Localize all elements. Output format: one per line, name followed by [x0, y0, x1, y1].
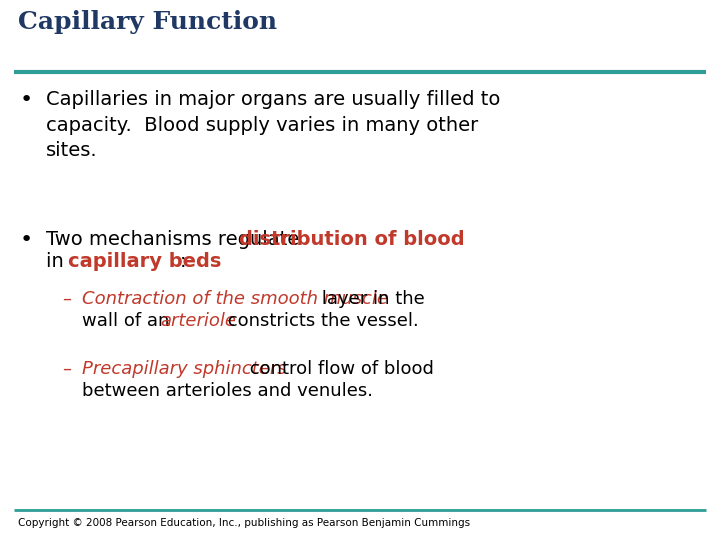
Text: •: • — [20, 230, 33, 250]
Text: Two mechanisms regulate: Two mechanisms regulate — [46, 230, 305, 249]
Text: Copyright © 2008 Pearson Education, Inc., publishing as Pearson Benjamin Cumming: Copyright © 2008 Pearson Education, Inc.… — [18, 518, 470, 528]
Text: –: – — [62, 290, 71, 308]
Text: distribution of blood: distribution of blood — [239, 230, 464, 249]
Text: capillary beds: capillary beds — [68, 252, 221, 271]
Text: control flow of blood: control flow of blood — [244, 360, 434, 378]
Text: arteriole: arteriole — [160, 312, 236, 330]
Text: wall of an: wall of an — [82, 312, 175, 330]
Text: Contraction of the smooth muscle: Contraction of the smooth muscle — [82, 290, 388, 308]
Text: in: in — [46, 252, 70, 271]
Text: constricts the vessel.: constricts the vessel. — [222, 312, 419, 330]
Text: –: – — [62, 360, 71, 378]
Text: Precapillary sphincters: Precapillary sphincters — [82, 360, 287, 378]
Text: Capillaries in major organs are usually filled to
capacity.  Blood supply varies: Capillaries in major organs are usually … — [46, 90, 500, 160]
Text: Capillary Function: Capillary Function — [18, 10, 277, 34]
Text: between arterioles and venules.: between arterioles and venules. — [82, 382, 373, 400]
Text: •: • — [20, 90, 33, 110]
Text: :: : — [180, 252, 186, 271]
Text: layer in the: layer in the — [316, 290, 425, 308]
